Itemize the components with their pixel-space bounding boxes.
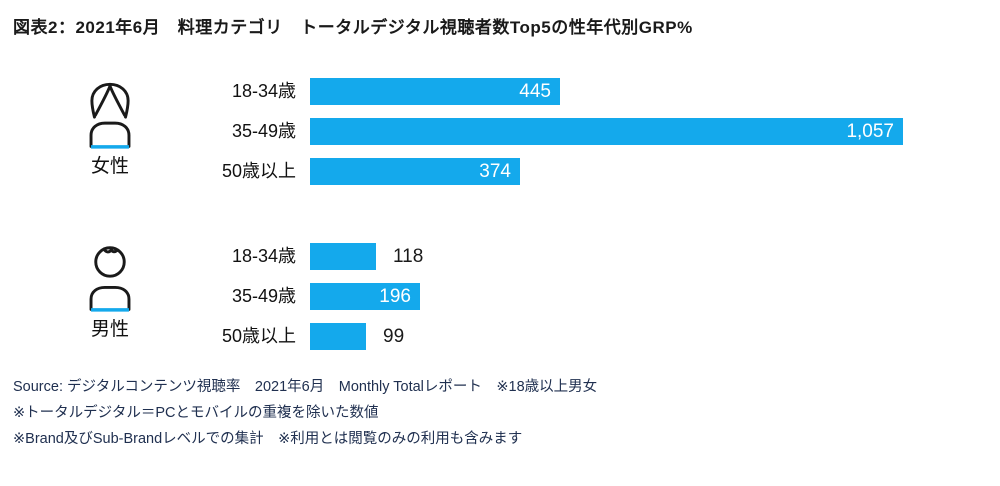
man-icon bbox=[89, 246, 131, 312]
value-bar bbox=[310, 243, 376, 270]
footnote-total-digital: ※トータルデジタル＝PCとモバイルの重複を除いた数値 bbox=[13, 405, 379, 421]
footnote-brand-level: ※Brand及びSub-Brandレベルでの集計 ※利用とは閲覧のみの利用も含み… bbox=[13, 431, 523, 447]
age-label: 18-34歳 bbox=[231, 81, 296, 101]
bar-row: 18-34歳 118 bbox=[0, 243, 1000, 270]
male-gender-column: 男性 bbox=[80, 243, 140, 341]
footnotes: Source: デジタルコンテンツ視聴率 2021年6月 Monthly Tot… bbox=[13, 374, 973, 452]
age-label: 50歳以上 bbox=[221, 326, 296, 346]
male-bar-rows: 18-34歳 118 35-49歳 196 50歳以上 99 bbox=[0, 243, 1000, 353]
bar-row: 18-34歳 445 bbox=[0, 78, 1000, 105]
page-title: 図表2：2021年6月 料理カテゴリ トータルデジタル視聴者数Top5の性年代別… bbox=[13, 18, 693, 37]
bar-value-label: 118 bbox=[393, 246, 424, 267]
age-label: 35-49歳 bbox=[231, 121, 296, 141]
age-label: 18-34歳 bbox=[231, 246, 296, 266]
female-gender-column: 女性 bbox=[80, 80, 140, 178]
bar-value-label: 99 bbox=[383, 326, 405, 347]
female-label: 女性 bbox=[90, 156, 129, 177]
female-bar-rows: 18-34歳 445 35-49歳 1,057 50歳以上 374 bbox=[0, 78, 1000, 188]
woman-icon bbox=[89, 82, 131, 149]
source-line: Source: デジタルコンテンツ視聴率 2021年6月 Monthly Tot… bbox=[13, 379, 598, 395]
value-bar: 196 bbox=[310, 283, 420, 310]
bar-value-label: 445 bbox=[519, 80, 551, 102]
age-label: 35-49歳 bbox=[231, 286, 296, 306]
bar-row: 35-49歳 1,057 bbox=[0, 118, 1000, 145]
bar-row: 50歳以上 374 bbox=[0, 158, 1000, 185]
value-bar bbox=[310, 323, 366, 350]
value-bar: 374 bbox=[310, 158, 520, 185]
male-label: 男性 bbox=[90, 319, 129, 340]
bar-value-label: 196 bbox=[379, 285, 411, 307]
value-bar: 1,057 bbox=[310, 118, 903, 145]
bar-row: 50歳以上 99 bbox=[0, 323, 1000, 350]
value-bar: 445 bbox=[310, 78, 560, 105]
bar-value-label: 1,057 bbox=[846, 120, 894, 142]
bar-value-label: 374 bbox=[479, 160, 511, 182]
bar-row: 35-49歳 196 bbox=[0, 283, 1000, 310]
age-label: 50歳以上 bbox=[221, 161, 296, 181]
